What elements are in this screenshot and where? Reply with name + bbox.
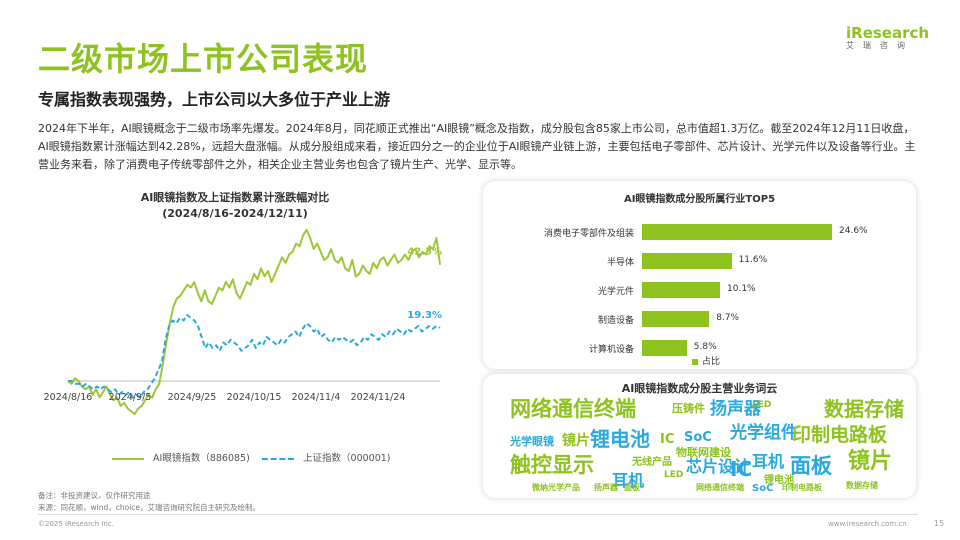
bar-value-label: 10.1%: [727, 284, 756, 294]
website: www.iresearch.com.cn: [828, 520, 907, 528]
logo-chinese: 艾瑞咨询: [846, 41, 914, 50]
legend-label-ai: AI眼镜指数（886085): [153, 453, 250, 464]
wordcloud-word: 物联网建设: [676, 446, 731, 459]
wordcloud-word: 数据存储: [846, 481, 878, 490]
bar-value-label: 11.6%: [738, 255, 768, 265]
wordcloud-word: 面板: [624, 483, 640, 492]
wordcloud-title: AI眼镜指数成分股主营业务词云: [621, 382, 778, 395]
x-tick-label: 2024/11/4: [292, 392, 341, 403]
x-tick-label: 2024/8/16: [44, 392, 93, 403]
wordcloud-word: LED: [664, 470, 684, 480]
note-disclaimer: 备注：非投资建议，仅作研究用途: [38, 491, 151, 500]
bar: [642, 253, 732, 269]
end-label-ai-glasses: 42.3%: [407, 247, 442, 258]
wordcloud-word: 面板: [790, 454, 832, 478]
wordcloud-word: 耳机: [752, 452, 785, 471]
bar: [642, 224, 832, 240]
series-line-shanghai: [68, 314, 441, 399]
bar-legend-label: 占比: [702, 357, 721, 367]
wordcloud-word: 锂电池: [590, 427, 650, 451]
wordcloud-word: 光学组件: [730, 423, 798, 443]
wordcloud-word: 镜片: [562, 433, 590, 449]
bar-value-label: 8.7%: [716, 313, 740, 323]
legend-ai-glasses: AI眼镜指数（886085): [112, 450, 250, 464]
legend-label-sh: 上证指数（000001): [303, 453, 391, 464]
page-subtitle: 专属指数表现强势，上市公司以大多位于产业上游: [38, 90, 391, 109]
bar-value-label: 5.8%: [693, 342, 717, 352]
wordcloud-word: 光学眼镜: [510, 435, 554, 448]
line-chart-date-range: (2024/8/16-2024/12/11): [162, 207, 308, 220]
wordcloud-word: SoC: [684, 430, 712, 445]
bar: [642, 282, 720, 298]
wordcloud-panel: [483, 374, 916, 498]
bar-chart-panel: [483, 181, 916, 369]
wordcloud-word: 网络通信终端: [510, 397, 636, 421]
wordcloud-word: 耳机: [612, 471, 645, 490]
intro-paragraph: 2024年下半年，AI眼镜概念于二级市场率先爆发。2024年8月，同花顺正式推出…: [38, 122, 916, 171]
wordcloud-word: SoC: [752, 483, 774, 494]
line-chart-title: AI眼镜指数及上证指数累计涨跌幅对比 (2024/8/16-2024/12/11…: [120, 190, 350, 222]
notes: 备注：非投资建议，仅作研究用途 来源：同花顺，wind，choice，艾瑞咨询研…: [38, 490, 260, 514]
iresearch-logo: iResearch 艾瑞咨询: [846, 24, 936, 51]
wordcloud-word: 镜片: [848, 449, 893, 474]
line-chart-title-text: AI眼镜指数及上证指数累计涨跌幅对比: [140, 191, 330, 204]
wordcloud-word: IC: [660, 432, 675, 447]
wordcloud: 网络通信终端 压铸件 扬声器 LED 数据存储 光学眼镜 镜片 锂电池 IC SoC 光学组件 印制电…: [500, 397, 904, 494]
bar-category-label: 消费电子零部件及组装: [543, 229, 634, 239]
footer-divider: [38, 514, 918, 515]
note-source: 来源：同花顺，wind，choice，艾瑞咨询研究院自主研究及绘制。: [38, 503, 261, 512]
logo-wordmark: iResearch: [846, 24, 930, 42]
wordcloud-word: IC: [730, 457, 753, 481]
page-number: 15: [934, 519, 945, 528]
end-label-shanghai: 19.3%: [407, 310, 442, 321]
bar-legend: 占比: [692, 354, 720, 367]
x-tick-label: 2024/11/24: [351, 392, 406, 403]
wordcloud-word: 触控显示: [510, 453, 594, 477]
line-chart: 42.3% 19.3% 2024/8/16 2024/9/5 2024/9/25 2024…: [44, 228, 442, 415]
x-tick-label: 2024/9/5: [109, 392, 152, 403]
legend-swatch-sh: [262, 457, 294, 460]
wordcloud-word: LED: [752, 400, 772, 410]
legend-shanghai: 上证指数（000001): [262, 450, 391, 464]
bar: [642, 340, 687, 356]
wordcloud-word: 微纳光学产品: [532, 483, 580, 492]
wordcloud-word: 印制电路板: [782, 483, 822, 492]
wordcloud-word: 锂电池: [764, 475, 794, 486]
series-line-ai-glasses: [67, 228, 441, 415]
copyright: ©2025 iResearch Inc.: [38, 520, 114, 528]
legend-swatch-ai: [112, 457, 144, 460]
wordcloud-word: 印制电路板: [792, 424, 888, 446]
bar-value-label: 24.6%: [839, 226, 868, 236]
x-tick-label: 2024/10/15: [227, 392, 282, 403]
wordcloud-word: 数据存储: [824, 397, 904, 421]
bar-chart-title: AI眼镜指数成分股所属行业TOP5: [623, 194, 776, 205]
wordcloud-word: 扬声器: [594, 483, 618, 492]
wordcloud-word: 扬声器: [710, 399, 761, 419]
bar-category-label: 光学元件: [597, 287, 634, 297]
bar-category-label: 制造设备: [597, 316, 634, 326]
bar: [642, 311, 710, 327]
wordcloud-word: 压铸件: [672, 402, 705, 415]
wordcloud-word: 无线产品: [632, 457, 672, 468]
wordcloud-word: 芯片设计: [686, 457, 751, 476]
bar-category-label: 半导体: [606, 258, 634, 268]
bar-legend-swatch: [692, 358, 698, 365]
page-title: 二级市场上市公司表现: [38, 40, 369, 78]
x-tick-label: 2024/9/25: [168, 392, 217, 403]
bar-category-label: 计算机设备: [588, 345, 634, 355]
wordcloud-word: 网络通信终端: [696, 483, 744, 492]
